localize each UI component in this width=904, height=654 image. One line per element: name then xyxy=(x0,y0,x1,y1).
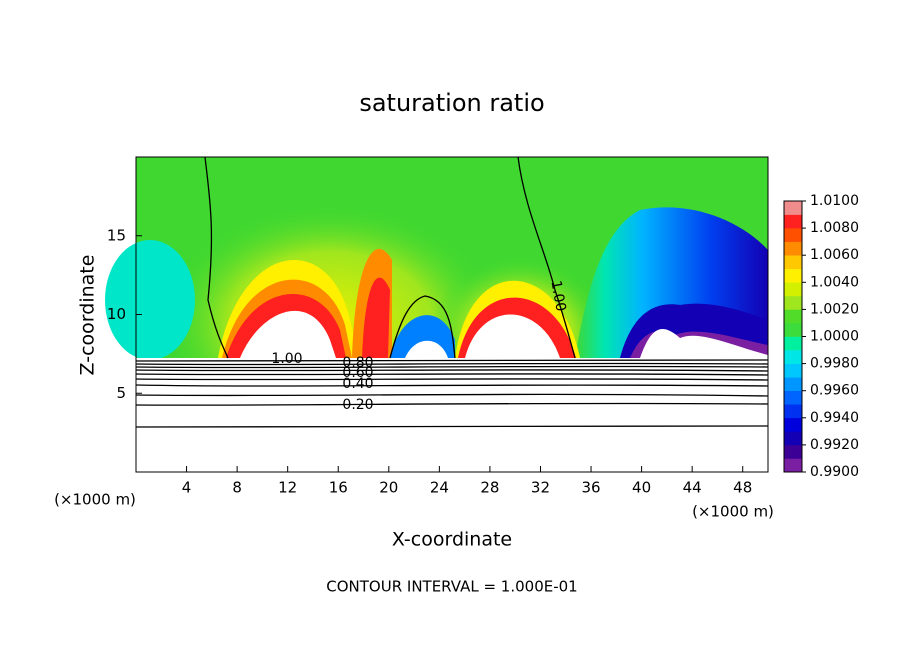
contour-label: 0.40 xyxy=(342,376,373,392)
colorbar-tick-label: 0.9900 xyxy=(810,464,859,480)
colorbar-tick-label: 1.0100 xyxy=(810,193,859,209)
colorbar-segment xyxy=(784,377,802,391)
colorbar-tick-label: 1.0080 xyxy=(810,220,859,236)
y-tick-label: 15 xyxy=(107,226,126,244)
colorbar-tick-label: 1.0020 xyxy=(810,301,859,317)
x-unit: (×1000 m) xyxy=(54,491,136,509)
colorbar-segment xyxy=(784,350,802,364)
contour-label: 0.20 xyxy=(342,397,373,413)
colorbar-segment xyxy=(784,363,802,378)
x-tick-label: 8 xyxy=(232,479,242,497)
colorbar-segment xyxy=(784,228,802,242)
colorbar-segment xyxy=(784,309,802,324)
colorbar-segment xyxy=(784,214,802,229)
x-tick-label: 32 xyxy=(531,479,550,497)
colorbar-segment xyxy=(784,201,802,215)
colorbar-segment xyxy=(784,268,802,283)
field xyxy=(105,156,769,473)
colorbar-tick-label: 0.9960 xyxy=(810,383,859,399)
colorbar-segment xyxy=(784,336,802,351)
x-tick-label: 48 xyxy=(733,479,752,497)
x-axis-label: X-coordinate xyxy=(392,529,512,551)
contour-label: 0.60 xyxy=(342,365,373,381)
x-tick-label: 44 xyxy=(683,479,702,497)
colorbar-segment xyxy=(784,282,802,297)
y-axis-label: Z-coordinate xyxy=(77,255,99,376)
x-tick-label: 12 xyxy=(278,479,297,497)
colorbar-segment xyxy=(784,458,802,473)
contour-label: 0.80 xyxy=(342,355,373,371)
y-tick-label: 10 xyxy=(107,305,126,323)
colorbar-segment xyxy=(784,322,802,337)
colorbar-tick-label: 1.0060 xyxy=(810,247,859,263)
x-tick-label: 24 xyxy=(430,479,449,497)
colorbar-tick-label: 1.0040 xyxy=(810,274,859,290)
colorbar-segment xyxy=(784,241,802,256)
x-tick-label: 4 xyxy=(182,479,192,497)
chart-title: saturation ratio xyxy=(359,89,544,117)
colorbar-segment xyxy=(784,390,802,405)
colorbar-tick-label: 0.9980 xyxy=(810,356,859,372)
colorbar-segment xyxy=(784,295,802,310)
y-tick-label: 5 xyxy=(116,384,126,402)
colorbar-segment xyxy=(784,255,802,270)
x-tick-label: 16 xyxy=(329,479,348,497)
colorbar-segment xyxy=(784,404,802,419)
contour-label: 1.00 xyxy=(547,279,568,312)
contour-labels: 1.00 0.80 0.60 0.40 0.20 1.00 xyxy=(271,279,568,413)
footnote: CONTOUR INTERVAL = 1.000E-01 xyxy=(326,578,577,596)
x-tick-label: 28 xyxy=(480,479,499,497)
x-tick-label: 40 xyxy=(632,479,651,497)
x-tick-label: 20 xyxy=(379,479,398,497)
x-tick-label: 36 xyxy=(581,479,600,497)
x-unit: (×1000 m) xyxy=(692,503,774,521)
colorbar-segment xyxy=(784,444,802,459)
colorbar-segment xyxy=(784,417,802,432)
colorbar-segment xyxy=(784,431,802,446)
colorbar-tick-label: 0.9920 xyxy=(810,437,859,453)
colorbar-tick-label: 1.0000 xyxy=(810,329,859,345)
colorbar-tick-label: 0.9940 xyxy=(810,410,859,426)
contour-label: 1.00 xyxy=(271,351,302,367)
